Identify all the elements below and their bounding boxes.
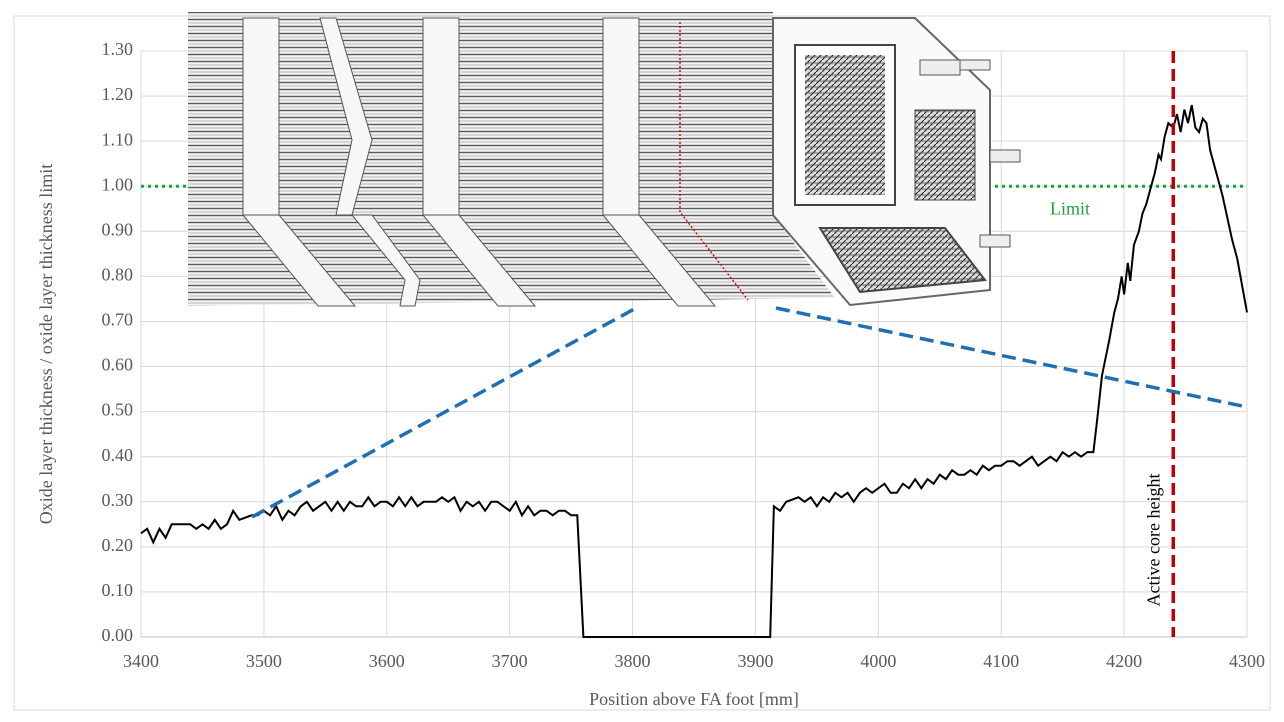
y-tick-label: 1.20 (102, 84, 134, 104)
y-tick-label: 0.90 (102, 219, 134, 239)
zoom-connector (251, 305, 639, 519)
y-axis-title: Oxide layer thickness / oxide layer thic… (36, 164, 56, 524)
x-tick-label: 3900 (737, 651, 773, 671)
x-tick-label: 4000 (860, 651, 896, 671)
y-tick-label: 0.70 (102, 310, 134, 330)
limit-label: Limit (1050, 198, 1090, 218)
y-tick-label: 1.00 (102, 174, 134, 194)
x-axis-title: Position above FA foot [mm] (589, 689, 799, 709)
y-tick-label: 0.20 (102, 535, 134, 555)
x-tick-label: 4100 (983, 651, 1019, 671)
zoom-connector (775, 306, 1243, 408)
fuel-assembly-inset (188, 12, 1021, 307)
y-tick-label: 0.40 (102, 445, 134, 465)
x-tick-label: 3700 (492, 651, 528, 671)
y-tick-label: 0.10 (102, 580, 134, 600)
x-tick-label: 4300 (1229, 651, 1265, 671)
x-tick-label: 3400 (123, 651, 159, 671)
x-tick-label: 3800 (615, 651, 651, 671)
y-tick-label: 0.30 (102, 490, 134, 510)
y-tick-label: 0.50 (102, 400, 134, 420)
x-tick-label: 4200 (1106, 651, 1142, 671)
y-tick-label: 0.80 (102, 265, 134, 285)
x-tick-label: 3600 (369, 651, 405, 671)
y-tick-label: 1.10 (102, 129, 134, 149)
y-tick-label: 1.30 (102, 39, 134, 59)
core-height-label: Active core height (1143, 474, 1163, 607)
y-tick-label: 0.60 (102, 355, 134, 375)
data-line (140, 104, 1248, 638)
y-tick-label: 0.00 (102, 625, 134, 645)
x-tick-label: 3500 (246, 651, 282, 671)
